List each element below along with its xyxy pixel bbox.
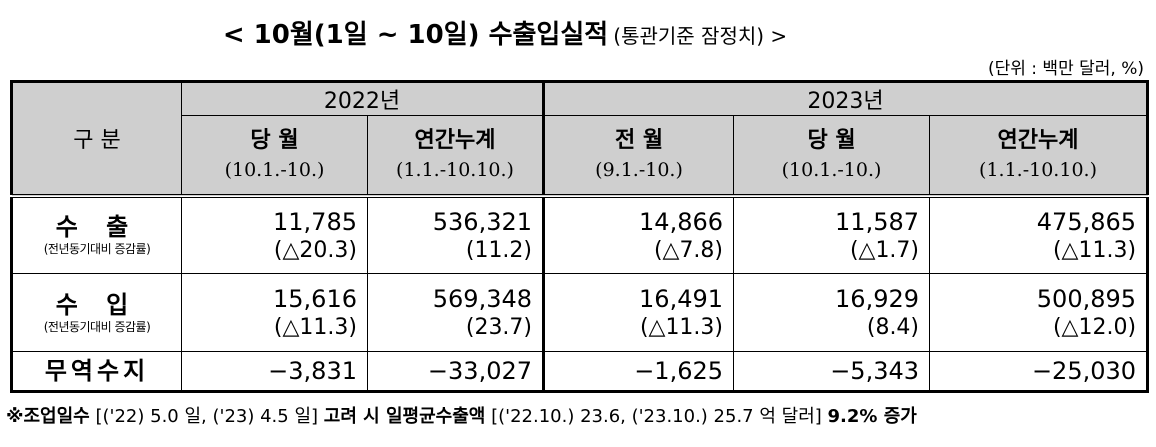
table-cell: −1,625 bbox=[542, 351, 735, 393]
table-cell: 16,929 (8.4) bbox=[733, 273, 931, 352]
table-row-trade-balance: 무역수지 −3,831 −33,027 −1,625 −5,343 −25,03… bbox=[10, 351, 1150, 393]
header-corner: 구 분 bbox=[10, 80, 182, 198]
table-cell: −3,831 bbox=[181, 351, 368, 393]
table-cell: 11,785 (△20.3) bbox=[181, 195, 368, 274]
table-row-import: 수 입 (전년동기대비 증감률) 15,616 (△11.3) 569,348 (2… bbox=[10, 273, 1150, 352]
note-prefix: ※조업일수 bbox=[6, 406, 90, 427]
title-sub: (통관기준 잠정치) > bbox=[613, 24, 788, 48]
header-col: 연간누계 (1.1.-10.10.) bbox=[929, 115, 1150, 198]
row-label: 수 출 (전년동기대비 증감률) bbox=[10, 195, 182, 274]
header-col: 전 월 (9.1.-10.) bbox=[542, 115, 735, 198]
title-main: < 10월(1일 ~ 10일) 수출입실적 bbox=[222, 20, 609, 50]
note-mid: 고려 시 일평균수출액 bbox=[323, 406, 486, 427]
table-cell: 14,866 (△7.8) bbox=[542, 195, 735, 274]
note-avg: [('22.10.) 23.6, ('23.10.) 25.7 억 달러] bbox=[491, 406, 822, 427]
row-label: 수 입 (전년동기대비 증감률) bbox=[10, 273, 182, 352]
trade-stats-table: 구 분 2022년 2023년 당 월 (10.1.-10.) 연간누계 (1.… bbox=[10, 80, 1150, 393]
header-col: 연간누계 (1.1.-10.10.) bbox=[366, 115, 545, 198]
table-cell: 15,616 (△11.3) bbox=[181, 273, 368, 352]
table-row-export: 수 출 (전년동기대비 증감률) 11,785 (△20.3) 536,321 (1… bbox=[10, 195, 1150, 274]
document-title: < 10월(1일 ~ 10일) 수출입실적 (통관기준 잠정치) > bbox=[0, 14, 1010, 51]
header-year-2022: 2022년 bbox=[180, 80, 545, 116]
header-col: 당 월 (10.1.-10.) bbox=[733, 115, 931, 198]
table-cell: 11,587 (△1.7) bbox=[733, 195, 931, 274]
table-cell: −33,027 bbox=[366, 351, 545, 393]
unit-label: (단위 : 백만 달러, %) bbox=[987, 59, 1144, 79]
table-cell: 16,491 (△11.3) bbox=[542, 273, 735, 352]
header-col: 당 월 (10.1.-10.) bbox=[181, 115, 368, 198]
row-label: 무역수지 bbox=[10, 351, 182, 393]
table-cell: 500,895 (△12.0) bbox=[929, 273, 1150, 352]
footnote: ※조업일수 [('22) 5.0 일, ('23) 4.5 일] 고려 시 일평… bbox=[6, 402, 917, 428]
table-cell: 569,348 (23.7) bbox=[366, 273, 545, 352]
note-days: [('22) 5.0 일, ('23) 4.5 일] bbox=[95, 406, 319, 427]
header-year-2023: 2023년 bbox=[542, 80, 1150, 116]
table-cell: 536,321 (11.2) bbox=[366, 195, 545, 274]
table-cell: −5,343 bbox=[733, 351, 931, 393]
table-cell: −25,030 bbox=[929, 351, 1150, 393]
note-result: 9.2% 증가 bbox=[827, 406, 917, 427]
table-cell: 475,865 (△11.3) bbox=[929, 195, 1150, 274]
